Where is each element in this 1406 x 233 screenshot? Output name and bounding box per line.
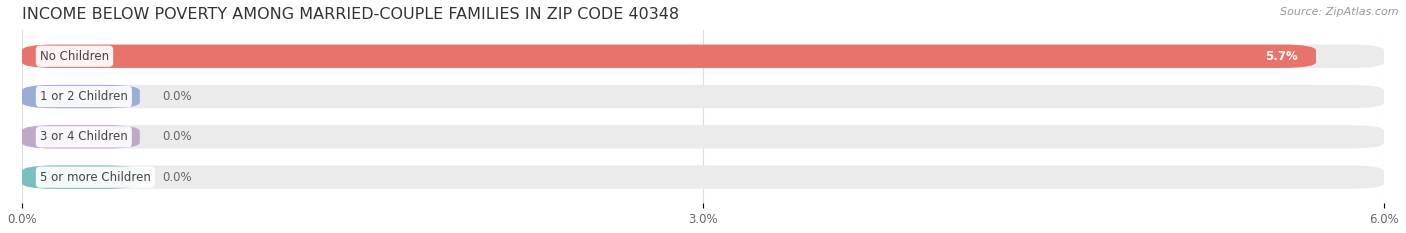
FancyBboxPatch shape [21, 45, 1384, 68]
FancyBboxPatch shape [21, 165, 139, 189]
Text: 0.0%: 0.0% [163, 90, 193, 103]
FancyBboxPatch shape [21, 85, 1384, 108]
FancyBboxPatch shape [21, 125, 139, 148]
Text: 3 or 4 Children: 3 or 4 Children [39, 130, 128, 143]
FancyBboxPatch shape [21, 85, 139, 108]
Text: 1 or 2 Children: 1 or 2 Children [39, 90, 128, 103]
FancyBboxPatch shape [21, 45, 1316, 68]
Text: 0.0%: 0.0% [163, 130, 193, 143]
FancyBboxPatch shape [21, 165, 1384, 189]
Text: Source: ZipAtlas.com: Source: ZipAtlas.com [1281, 7, 1399, 17]
Text: 5 or more Children: 5 or more Children [39, 171, 150, 184]
Text: 5.7%: 5.7% [1265, 50, 1298, 63]
Text: No Children: No Children [39, 50, 110, 63]
Text: 0.0%: 0.0% [163, 171, 193, 184]
Text: INCOME BELOW POVERTY AMONG MARRIED-COUPLE FAMILIES IN ZIP CODE 40348: INCOME BELOW POVERTY AMONG MARRIED-COUPL… [21, 7, 679, 22]
FancyBboxPatch shape [21, 125, 1384, 148]
